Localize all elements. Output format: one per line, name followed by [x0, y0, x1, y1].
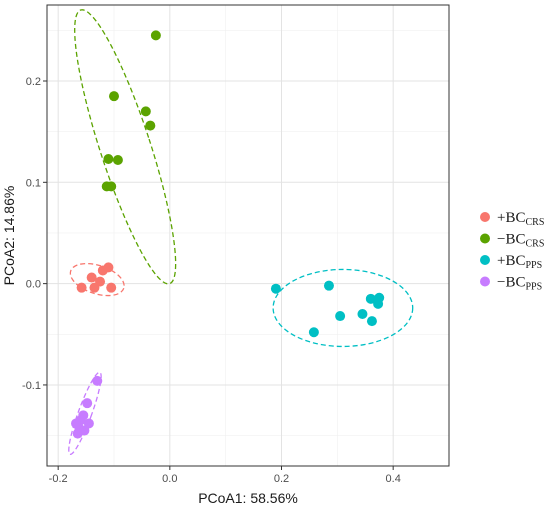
- legend-key: [480, 255, 490, 265]
- data-point: [109, 91, 119, 102]
- data-point: [106, 181, 117, 192]
- data-point: [103, 154, 114, 165]
- data-point: [365, 293, 376, 304]
- data-point: [86, 272, 97, 283]
- data-point: [357, 309, 368, 320]
- gridlines: [47, 5, 449, 466]
- ellipse-crs-0: [69, 262, 125, 297]
- legend-label: +BCCRS: [497, 210, 544, 228]
- data-point: [308, 327, 319, 338]
- data-point: [145, 120, 156, 131]
- legend-key: [480, 233, 490, 244]
- ellipse-pps-2: [272, 268, 414, 348]
- data-point: [150, 30, 161, 41]
- data-point: [92, 375, 103, 386]
- legend-key: [480, 212, 490, 222]
- data-point: [112, 155, 123, 166]
- data-point: [103, 262, 114, 273]
- data-point: [76, 282, 87, 293]
- y-tick-label: 0.2: [26, 76, 41, 88]
- data-point: [140, 106, 151, 117]
- y-tick-label: 0.0: [26, 279, 41, 291]
- x-tick-label: 0.2: [274, 473, 289, 485]
- x-tick-label: 0.4: [386, 473, 401, 485]
- y-tick-label: 0.1: [26, 177, 41, 189]
- confidence-ellipses: [68, 9, 414, 455]
- legend-label: +BCPPS: [497, 253, 542, 271]
- x-tick-label: 0.0: [162, 473, 177, 485]
- data-point: [335, 311, 346, 322]
- data-point: [366, 316, 377, 327]
- x-axis-title: PCoA1: 58.56%: [198, 490, 298, 506]
- y-axis-title: PCoA2: 14.86%: [1, 186, 17, 286]
- data-point: [95, 276, 106, 287]
- data-point: [82, 398, 93, 409]
- plot-panel-border: [46, 4, 450, 467]
- legend-label: −BCPPS: [497, 275, 542, 293]
- legend: +BCCRS −BCCRS +BCPPS −BCPPS: [480, 210, 544, 293]
- legend-label: −BCCRS: [497, 232, 544, 250]
- ellipse-crs-1: [74, 9, 177, 285]
- data-point: [106, 282, 117, 293]
- data-point: [72, 428, 83, 439]
- y-tick-label: -0.1: [22, 380, 41, 392]
- y-axis-ticks: -0.1 0.0 0.1 0.2: [22, 76, 47, 392]
- data-point: [373, 298, 384, 309]
- data-point: [270, 283, 281, 294]
- x-axis-ticks: -0.2 0.0 0.2 0.4: [49, 466, 401, 485]
- ellipse-pps-3: [68, 371, 102, 455]
- legend-key: [480, 276, 490, 287]
- data-point: [323, 280, 334, 291]
- x-tick-label: -0.2: [49, 473, 68, 485]
- data-points: [71, 30, 385, 439]
